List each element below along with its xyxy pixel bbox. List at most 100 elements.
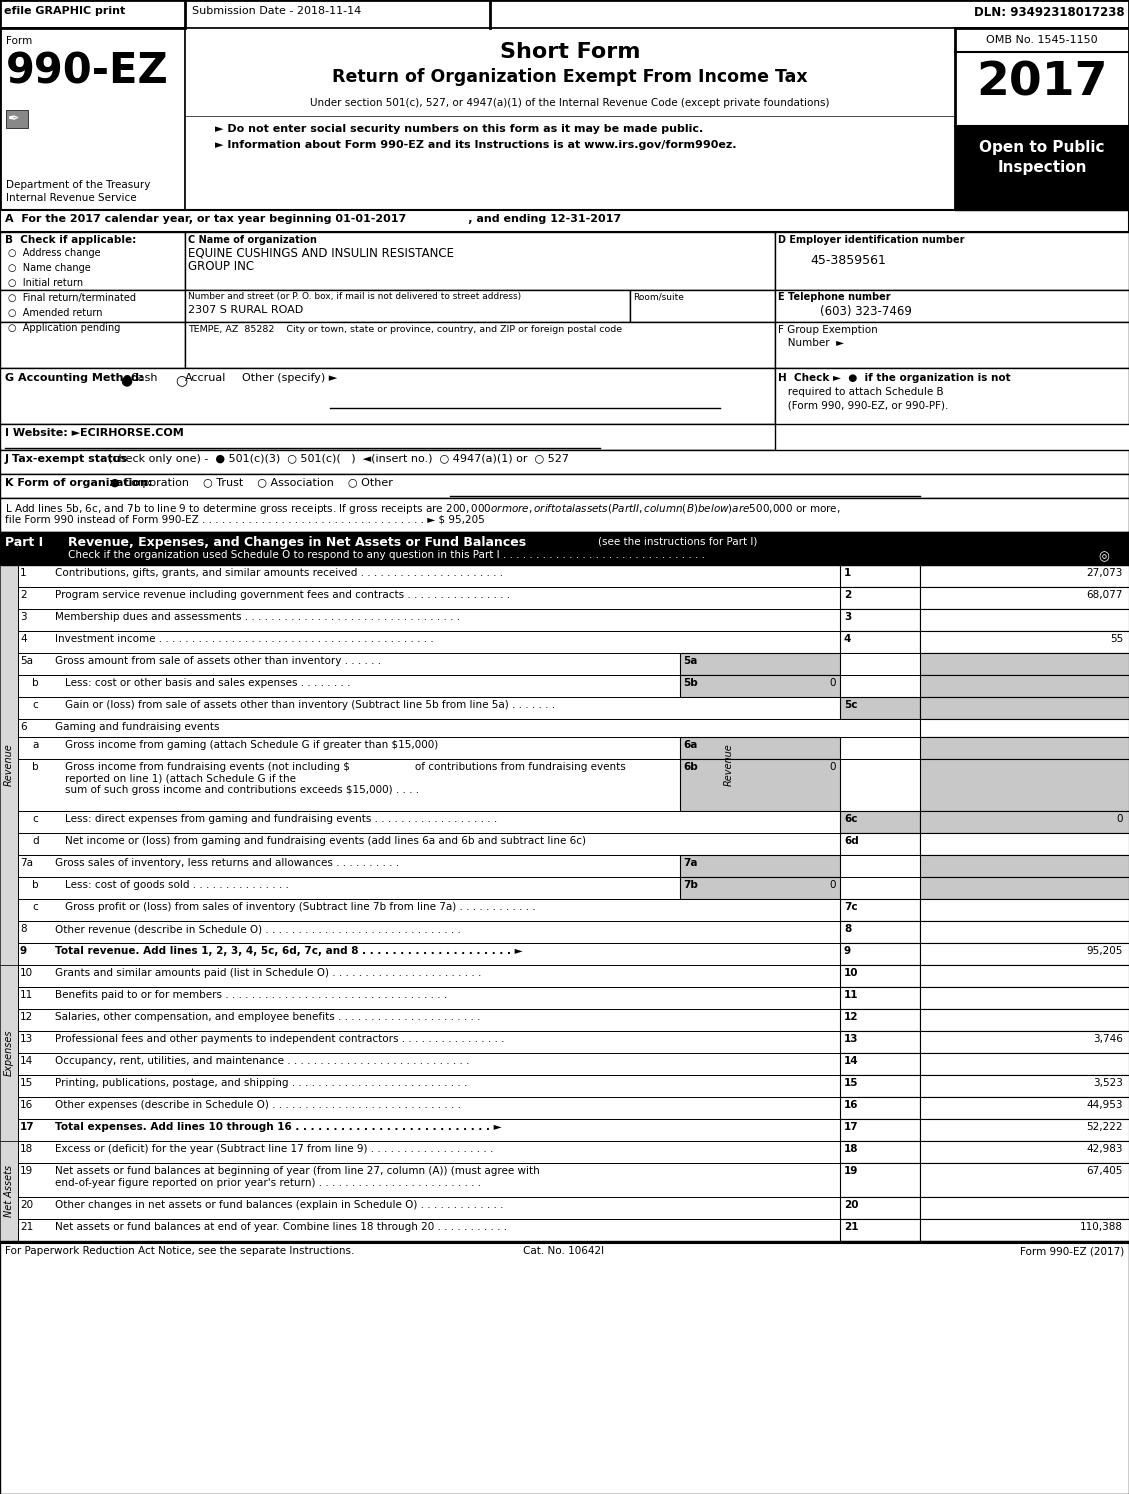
Text: Gross profit or (loss) from sales of inventory (Subtract line 7b from line 7a) .: Gross profit or (loss) from sales of inv… bbox=[65, 902, 536, 911]
Text: b: b bbox=[32, 678, 38, 689]
Text: (Form 990, 990-EZ, or 990-PF).: (Form 990, 990-EZ, or 990-PF). bbox=[778, 400, 948, 411]
Text: Gross income from gaming (attach Schedule G if greater than $15,000): Gross income from gaming (attach Schedul… bbox=[65, 740, 438, 750]
Text: Other expenses (describe in Schedule O) . . . . . . . . . . . . . . . . . . . . : Other expenses (describe in Schedule O) … bbox=[55, 1100, 461, 1110]
Bar bbox=[840, 698, 920, 719]
Text: 6c: 6c bbox=[844, 814, 858, 825]
Text: 10: 10 bbox=[844, 968, 858, 979]
Bar bbox=[18, 811, 1129, 834]
Bar bbox=[680, 675, 840, 698]
Text: A  For the 2017 calendar year, or tax year beginning 01-01-2017                ,: A For the 2017 calendar year, or tax yea… bbox=[5, 214, 621, 224]
Bar bbox=[630, 290, 774, 323]
Text: 13: 13 bbox=[20, 1034, 33, 1044]
Bar bbox=[18, 1162, 1129, 1197]
Text: 4: 4 bbox=[20, 633, 27, 644]
Bar bbox=[18, 630, 1129, 653]
Bar bbox=[920, 737, 1129, 759]
Bar bbox=[840, 834, 920, 855]
Text: 44,953: 44,953 bbox=[1086, 1100, 1123, 1110]
Bar bbox=[18, 719, 1129, 737]
Bar bbox=[920, 834, 1129, 855]
Text: Form 990-EZ (2017): Form 990-EZ (2017) bbox=[1019, 1246, 1124, 1256]
Bar bbox=[0, 211, 1129, 232]
Text: Open to Public: Open to Public bbox=[979, 140, 1105, 155]
Text: Less: cost of goods sold . . . . . . . . . . . . . . .: Less: cost of goods sold . . . . . . . .… bbox=[65, 880, 289, 890]
Text: 8: 8 bbox=[844, 923, 851, 934]
Bar bbox=[920, 899, 1129, 920]
Bar bbox=[920, 1053, 1129, 1076]
Text: ○  Application pending: ○ Application pending bbox=[8, 323, 121, 333]
Text: 16: 16 bbox=[20, 1100, 33, 1110]
Text: 2: 2 bbox=[20, 590, 27, 601]
Bar bbox=[18, 1197, 1129, 1219]
Bar bbox=[840, 1162, 920, 1197]
Text: Professional fees and other payments to independent contractors . . . . . . . . : Professional fees and other payments to … bbox=[55, 1034, 505, 1044]
Text: 0: 0 bbox=[830, 678, 835, 689]
Bar bbox=[18, 920, 1129, 943]
Bar bbox=[18, 610, 1129, 630]
Bar bbox=[185, 232, 774, 290]
Text: required to attach Schedule B: required to attach Schedule B bbox=[778, 387, 944, 397]
Bar bbox=[920, 610, 1129, 630]
Bar bbox=[920, 630, 1129, 653]
Bar bbox=[0, 450, 1129, 474]
Bar bbox=[920, 1162, 1129, 1197]
Text: 0: 0 bbox=[830, 880, 835, 890]
Bar bbox=[18, 1219, 1129, 1242]
Bar bbox=[920, 698, 1129, 719]
Text: 5c: 5c bbox=[844, 701, 858, 710]
Text: b: b bbox=[32, 762, 38, 772]
Bar bbox=[840, 1141, 920, 1162]
Text: 6: 6 bbox=[20, 722, 27, 732]
Bar bbox=[920, 565, 1129, 587]
Text: 67,405: 67,405 bbox=[1086, 1165, 1123, 1176]
Bar bbox=[840, 943, 920, 965]
Text: Revenue: Revenue bbox=[724, 744, 734, 786]
Text: Submission Date - 2018-11-14: Submission Date - 2018-11-14 bbox=[192, 6, 361, 16]
Text: 42,983: 42,983 bbox=[1086, 1144, 1123, 1153]
Text: Check if the organization used Schedule O to respond to any question in this Par: Check if the organization used Schedule … bbox=[68, 550, 704, 560]
Bar bbox=[955, 28, 1129, 211]
Text: H  Check ►  ●  if the organization is not: H Check ► ● if the organization is not bbox=[778, 374, 1010, 382]
Bar bbox=[0, 290, 185, 323]
Text: Less: direct expenses from gaming and fundraising events . . . . . . . . . . . .: Less: direct expenses from gaming and fu… bbox=[65, 814, 497, 825]
Bar bbox=[0, 232, 185, 290]
Text: 4: 4 bbox=[844, 633, 851, 644]
Text: 55: 55 bbox=[1110, 633, 1123, 644]
Text: Form: Form bbox=[6, 36, 33, 46]
Bar bbox=[920, 719, 1129, 737]
Bar bbox=[18, 675, 1129, 698]
Bar bbox=[920, 675, 1129, 698]
Bar bbox=[18, 965, 1129, 988]
Bar bbox=[18, 877, 1129, 899]
Bar bbox=[18, 1097, 1129, 1119]
Bar bbox=[840, 811, 920, 834]
Text: file Form 990 instead of Form 990-EZ . . . . . . . . . . . . . . . . . . . . . .: file Form 990 instead of Form 990-EZ . .… bbox=[5, 515, 484, 524]
Text: Inspection: Inspection bbox=[997, 160, 1087, 175]
Text: 11: 11 bbox=[20, 991, 33, 999]
Bar bbox=[840, 1119, 920, 1141]
Bar bbox=[774, 232, 1129, 290]
Text: Total expenses. Add lines 10 through 16 . . . . . . . . . . . . . . . . . . . . : Total expenses. Add lines 10 through 16 … bbox=[55, 1122, 501, 1132]
Bar bbox=[0, 532, 1129, 565]
Text: 2017: 2017 bbox=[977, 60, 1108, 105]
Text: 95,205: 95,205 bbox=[1086, 946, 1123, 956]
Text: Grants and similar amounts paid (list in Schedule O) . . . . . . . . . . . . . .: Grants and similar amounts paid (list in… bbox=[55, 968, 481, 979]
Text: 7b: 7b bbox=[683, 880, 698, 890]
Text: Investment income . . . . . . . . . . . . . . . . . . . . . . . . . . . . . . . : Investment income . . . . . . . . . . . … bbox=[55, 633, 434, 644]
Text: 1: 1 bbox=[20, 568, 27, 578]
Bar bbox=[18, 899, 1129, 920]
Text: Cash: Cash bbox=[130, 374, 158, 382]
Bar bbox=[680, 877, 840, 899]
Text: Accrual: Accrual bbox=[185, 374, 227, 382]
Bar bbox=[774, 290, 1129, 323]
Text: D Employer identification number: D Employer identification number bbox=[778, 235, 964, 245]
Bar bbox=[840, 630, 920, 653]
Text: 13: 13 bbox=[844, 1034, 858, 1044]
Text: K Form of organization:: K Form of organization: bbox=[5, 478, 152, 489]
Bar bbox=[18, 587, 1129, 610]
Text: Net assets or fund balances at beginning of year (from line 27, column (A)) (mus: Net assets or fund balances at beginning… bbox=[55, 1165, 540, 1188]
Bar bbox=[920, 943, 1129, 965]
Text: 20: 20 bbox=[844, 1200, 858, 1210]
Text: Excess or (deficit) for the year (Subtract line 17 from line 9) . . . . . . . . : Excess or (deficit) for the year (Subtra… bbox=[55, 1144, 493, 1153]
Bar bbox=[920, 1076, 1129, 1097]
